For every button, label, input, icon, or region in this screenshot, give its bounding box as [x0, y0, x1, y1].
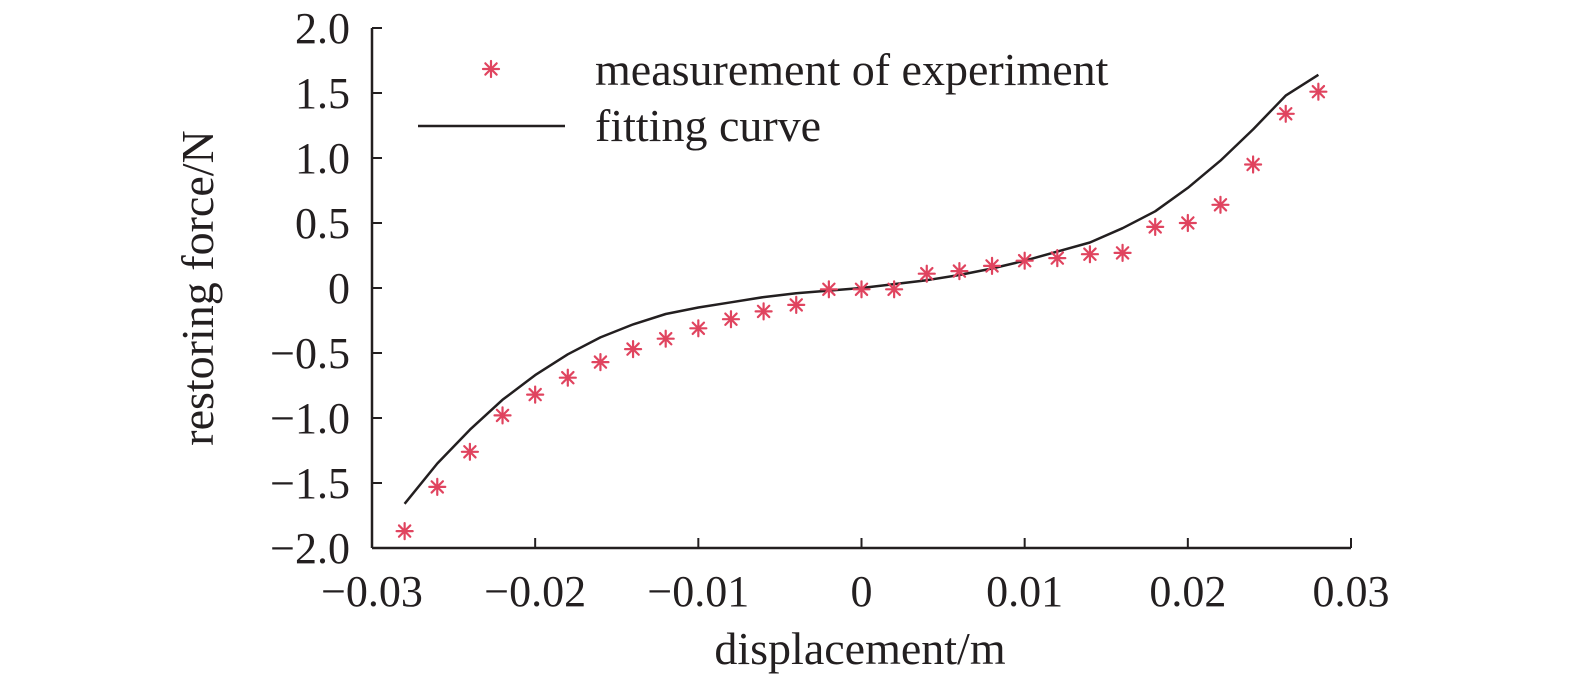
y-tick-label: 1.5: [295, 69, 350, 118]
measurement-point: [787, 295, 806, 314]
measurement-point: [819, 280, 838, 299]
x-tick-label: −0.01: [647, 567, 749, 616]
legend: measurement of experiment fitting curve: [418, 44, 1109, 151]
measurement-point: [1276, 104, 1295, 123]
measurement-point: [754, 302, 773, 321]
measurement-point: [1146, 217, 1165, 236]
measurement-point: [493, 406, 512, 425]
measurement-point: [1178, 213, 1197, 233]
x-tick-label: 0: [851, 567, 873, 616]
measurement-point: [591, 353, 610, 372]
measurement-point: [1080, 245, 1100, 264]
measurement-point: [1211, 195, 1230, 214]
measurement-point: [558, 368, 577, 387]
y-axis-ticks: 2.0 1.5 1.0 0.5 0 −0.5 −1.0 −1.5 −2.0: [270, 4, 382, 573]
measurement-point: [1048, 249, 1067, 268]
measurement-point: [395, 521, 414, 541]
x-axis-label: displacement/m: [714, 623, 1005, 674]
measurement-point: [656, 329, 675, 348]
measurement-point: [950, 262, 969, 281]
measurement-point: [982, 256, 1002, 275]
plot-area: [395, 73, 1328, 541]
y-tick-label: 1.0: [295, 134, 350, 183]
measurement-point: [1113, 243, 1132, 262]
measurement-point: [526, 385, 545, 404]
measurement-point: [428, 477, 447, 496]
legend-label-fitting-curve: fitting curve: [595, 100, 821, 151]
measurement-point: [1015, 251, 1034, 270]
y-tick-label: −1.5: [270, 459, 350, 508]
x-tick-label: −0.02: [484, 567, 586, 616]
y-axis-label: restoring force/N: [172, 130, 223, 446]
measurement-point: [917, 264, 936, 283]
x-tick-label: 0.01: [986, 567, 1063, 616]
y-tick-label: −1.0: [270, 394, 350, 443]
legend-label-measurement: measurement of experiment: [595, 44, 1109, 95]
measurement-point: [623, 340, 643, 359]
x-tick-label: 0.03: [1313, 567, 1390, 616]
y-tick-label: −0.5: [270, 329, 350, 378]
measurement-point: [721, 310, 741, 329]
x-tick-label: 0.02: [1149, 567, 1226, 616]
legend-asterisk-icon: [481, 59, 501, 79]
x-tick-label: −0.03: [321, 567, 423, 616]
measurement-point: [460, 442, 479, 461]
measurement-point: [885, 280, 904, 299]
measurement-point: [1243, 155, 1263, 174]
x-axis-ticks: −0.03 −0.02 −0.01 0 0.01 0.02 0.03: [321, 538, 1390, 616]
legend-marker-measurement: [481, 59, 501, 79]
y-tick-label: 0.5: [295, 199, 350, 248]
measurement-point: [852, 280, 871, 299]
y-tick-label: −2.0: [270, 524, 350, 573]
y-tick-label: 0: [328, 264, 350, 313]
y-tick-label: 2.0: [295, 4, 350, 53]
measurement-point: [689, 319, 708, 338]
measurement-point: [1309, 82, 1328, 101]
